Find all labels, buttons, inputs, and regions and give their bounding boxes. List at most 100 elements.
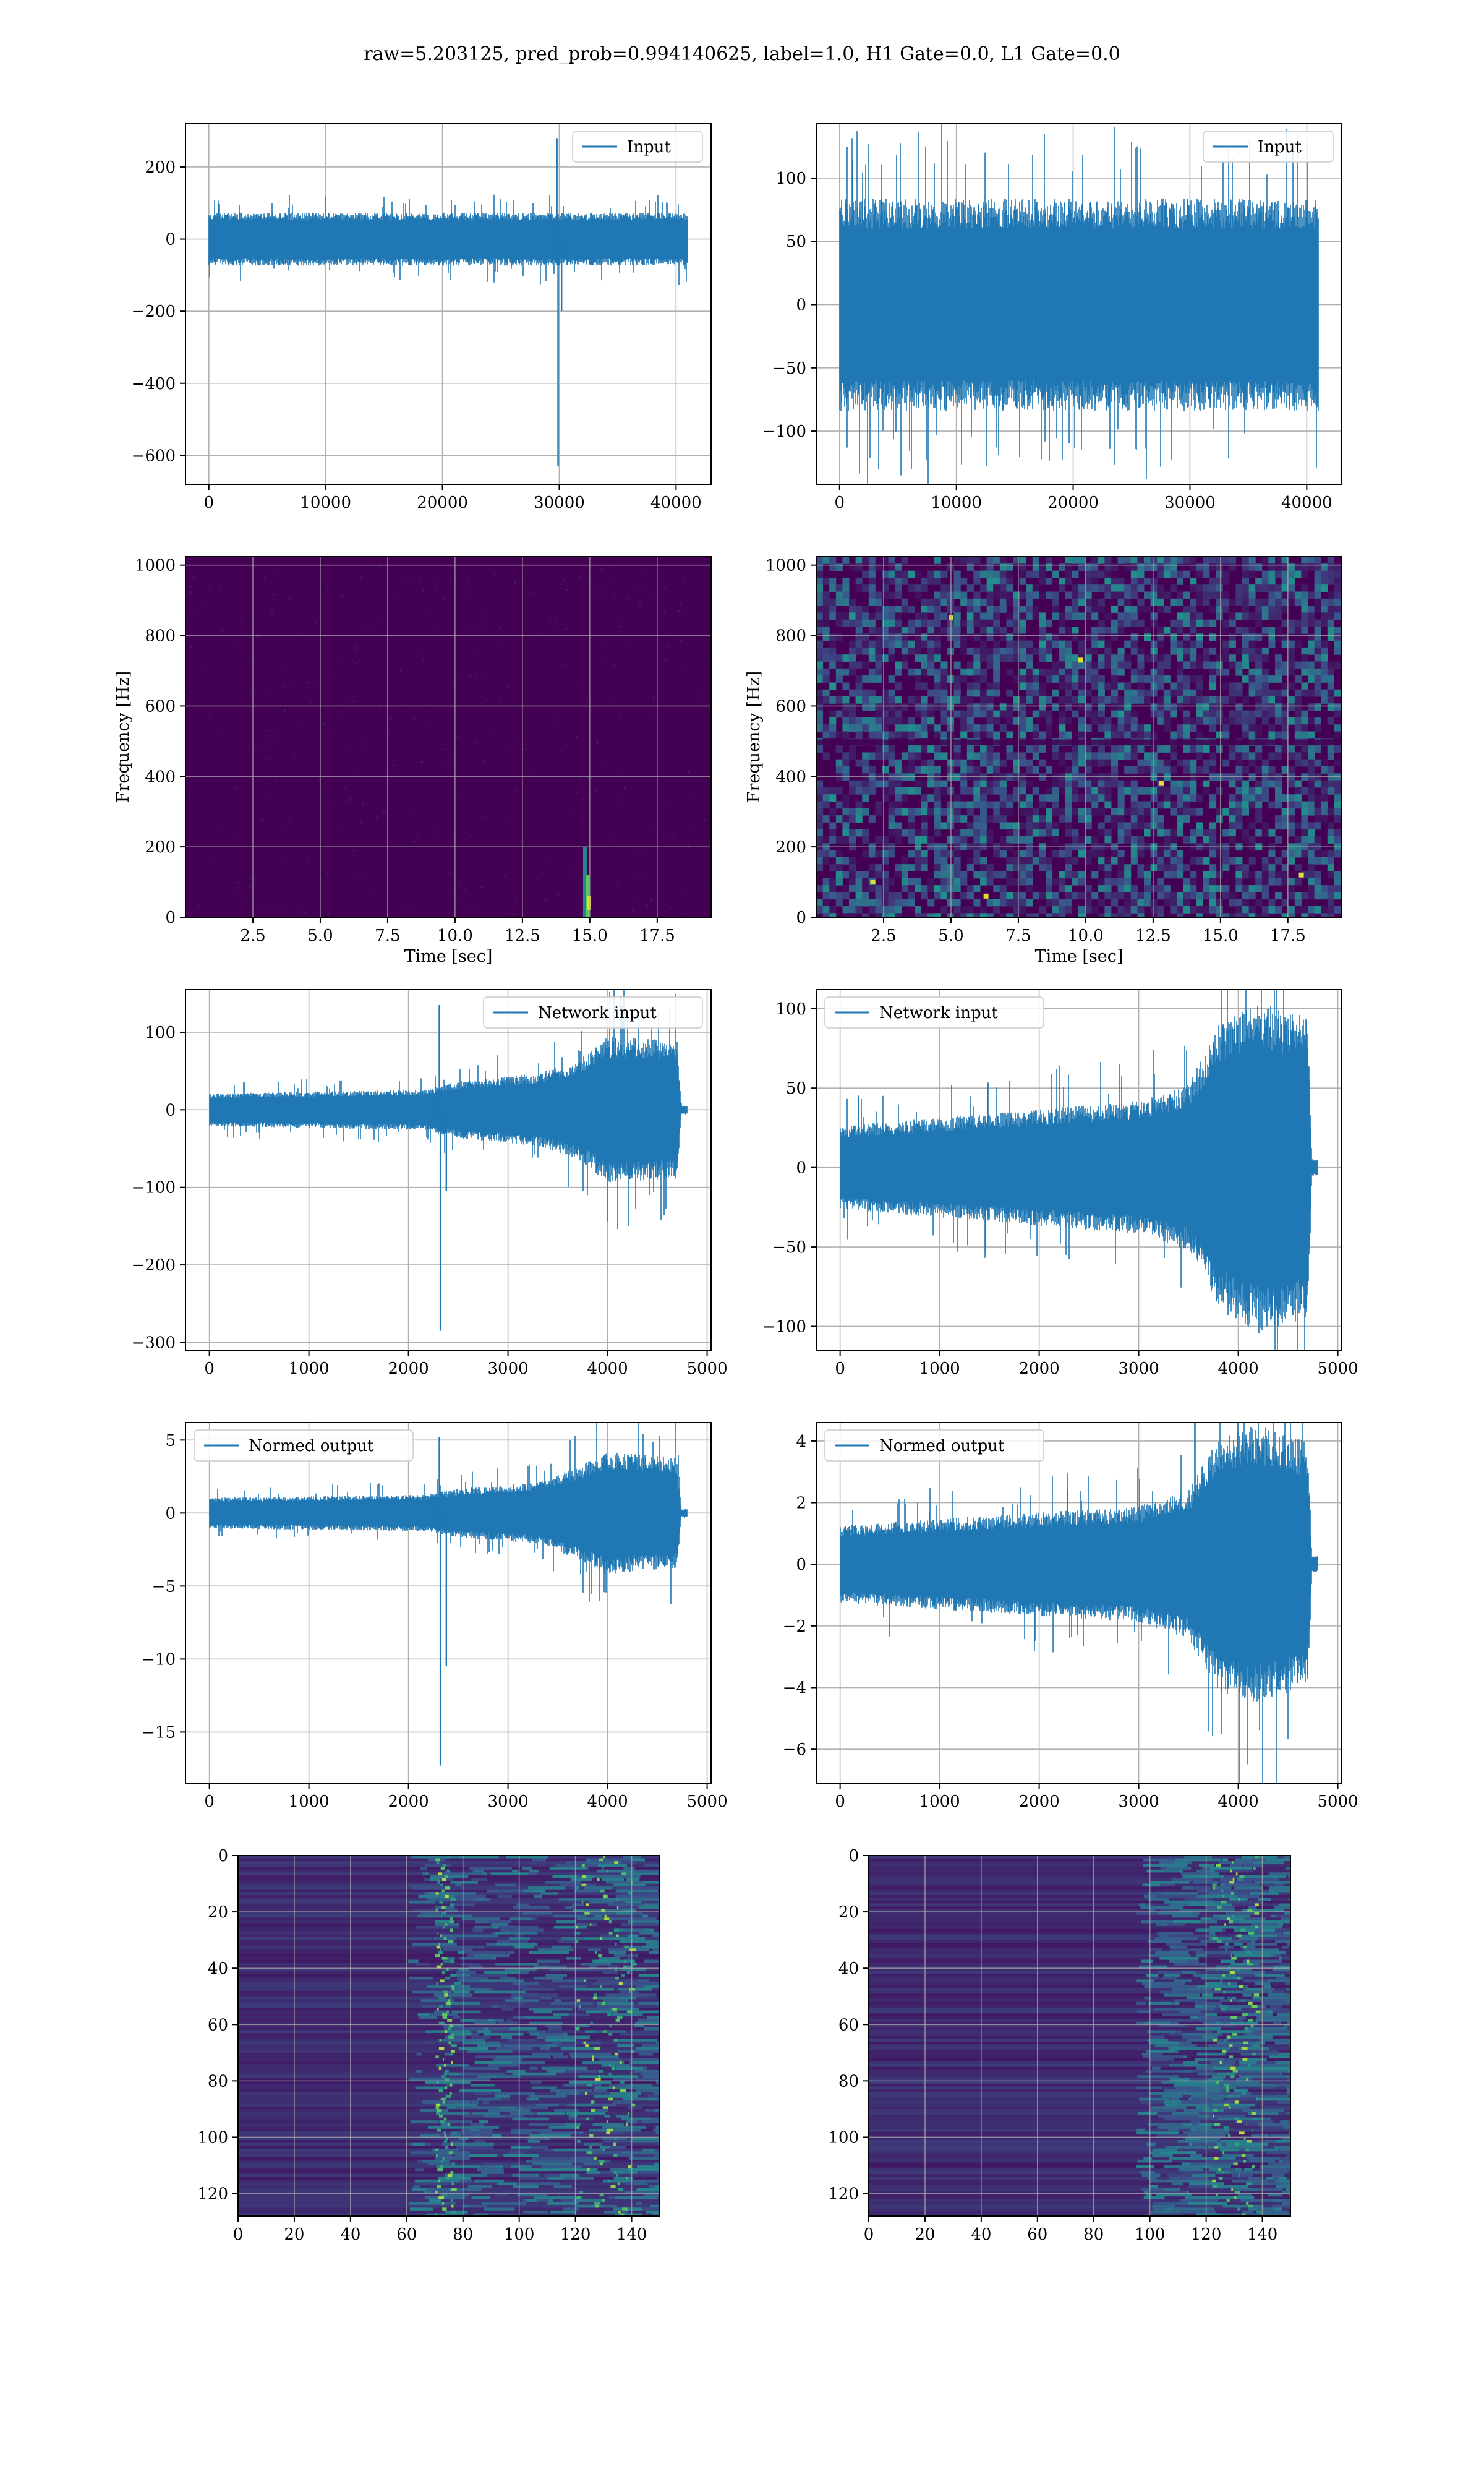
heatmap-cell xyxy=(1334,801,1341,809)
heatmap-cell xyxy=(934,829,941,837)
heatmap-cell xyxy=(1243,1864,1262,1867)
heatmap-cell xyxy=(597,2005,634,2008)
heatmap-cell xyxy=(608,2032,612,2037)
heatmap-cell xyxy=(628,2179,660,2183)
heatmap-cell xyxy=(1013,675,1020,683)
heatmap-cell xyxy=(993,850,1000,858)
heatmap-cell xyxy=(980,563,987,571)
heatmap-cell xyxy=(895,668,902,676)
heatmap-cell xyxy=(1321,885,1328,892)
heatmap-cell xyxy=(862,724,869,732)
heatmap-cell xyxy=(616,882,618,884)
heatmap-cell xyxy=(1111,703,1119,711)
heatmap-cell xyxy=(582,2035,585,2039)
heatmap-cell xyxy=(842,557,850,564)
heatmap-cell xyxy=(257,636,259,638)
heatmap-cell xyxy=(1196,766,1203,774)
heatmap-cell xyxy=(1039,619,1046,627)
heatmap-cell xyxy=(1268,606,1276,613)
heatmap-cell xyxy=(816,612,824,620)
heatmap-cell xyxy=(579,575,581,578)
heatmap-cell xyxy=(356,773,358,775)
heatmap-cell xyxy=(1032,606,1039,613)
heatmap-cell xyxy=(1150,773,1158,781)
heatmap-cell xyxy=(895,836,902,844)
heatmap-cell xyxy=(1091,563,1099,571)
heatmap-cell xyxy=(1321,906,1328,914)
heatmap-cell xyxy=(238,2050,660,2053)
heatmap-cell xyxy=(1091,682,1099,690)
heatmap-cell xyxy=(576,1940,579,1943)
heatmap-cell xyxy=(608,2075,638,2079)
heatmap-cell xyxy=(1144,557,1151,564)
heatmap-cell xyxy=(835,787,843,795)
heatmap-cell xyxy=(1156,1923,1167,1927)
heatmap-cell xyxy=(986,836,994,844)
heatmap-cell xyxy=(1137,899,1145,907)
heatmap-cell xyxy=(1052,892,1059,900)
heatmap-cell xyxy=(888,780,895,788)
heatmap-cell xyxy=(915,696,922,704)
heatmap-cell xyxy=(338,711,341,713)
heatmap-cell xyxy=(1046,591,1053,599)
heatmap-cell xyxy=(623,1867,635,1870)
heatmap-cell xyxy=(1032,731,1039,739)
heatmap-cell xyxy=(1261,1928,1275,1932)
heatmap-cell xyxy=(1275,584,1282,592)
heatmap-cell xyxy=(1242,808,1250,816)
heatmap-cell xyxy=(1251,1923,1278,1927)
heatmap-cell xyxy=(448,872,451,875)
y-tick-label: 60 xyxy=(208,2016,228,2034)
heatmap-cell xyxy=(888,745,895,753)
heatmap-cell xyxy=(1141,1920,1173,1924)
heatmap-cell xyxy=(816,787,824,795)
heatmap-cell xyxy=(620,1982,659,1986)
heatmap-cell xyxy=(1314,654,1321,662)
heatmap-cell xyxy=(435,1858,441,1862)
heatmap-cell xyxy=(573,2199,603,2202)
heatmap-cell xyxy=(206,695,208,698)
heatmap-cell xyxy=(862,892,869,900)
heatmap-cell xyxy=(869,1914,1290,1918)
heatmap-cell xyxy=(973,773,981,781)
heatmap-cell xyxy=(1314,857,1321,865)
heatmap-cell xyxy=(1221,1900,1263,1904)
heatmap-cell xyxy=(1283,1856,1290,1859)
heatmap-cell xyxy=(1281,577,1289,585)
heatmap-cell xyxy=(921,731,928,739)
heatmap-cell xyxy=(1229,710,1236,718)
heatmap-cell xyxy=(1183,801,1190,809)
heatmap-cell xyxy=(915,619,922,627)
heatmap-cell xyxy=(1150,759,1158,767)
heatmap-cell xyxy=(1235,885,1243,892)
heatmap-cell xyxy=(829,864,837,871)
heatmap-cell xyxy=(1281,717,1289,725)
heatmap-cell xyxy=(1203,857,1210,865)
heatmap-cell xyxy=(993,731,1000,739)
heatmap-cell xyxy=(1091,647,1099,655)
heatmap-cell xyxy=(1124,598,1132,606)
heatmap-cell xyxy=(1275,668,1282,676)
heatmap-cell xyxy=(862,787,869,795)
heatmap-cell xyxy=(849,606,856,613)
heatmap-cell xyxy=(973,885,981,892)
heatmap-cell xyxy=(1163,864,1171,871)
heatmap-cell xyxy=(1190,627,1197,634)
heatmap-cell xyxy=(868,591,876,599)
heatmap-cell xyxy=(1072,808,1079,816)
heatmap-cell xyxy=(1006,563,1013,571)
series-line xyxy=(208,194,688,285)
heatmap-cell xyxy=(1229,717,1236,725)
heatmap-cell xyxy=(1288,627,1295,634)
heatmap-cell xyxy=(1072,633,1079,641)
heatmap-cell xyxy=(1150,787,1158,795)
heatmap-cell xyxy=(1052,612,1059,620)
heatmap-cell xyxy=(1301,724,1308,732)
heatmap-cell xyxy=(1321,850,1328,858)
heatmap-cell xyxy=(440,2097,446,2101)
heatmap-cell xyxy=(492,2058,522,2062)
heatmap-cell xyxy=(1072,598,1079,606)
heatmap-cell xyxy=(535,2159,575,2164)
heatmap-cell xyxy=(1013,850,1020,858)
heatmap-cell xyxy=(1242,752,1250,760)
